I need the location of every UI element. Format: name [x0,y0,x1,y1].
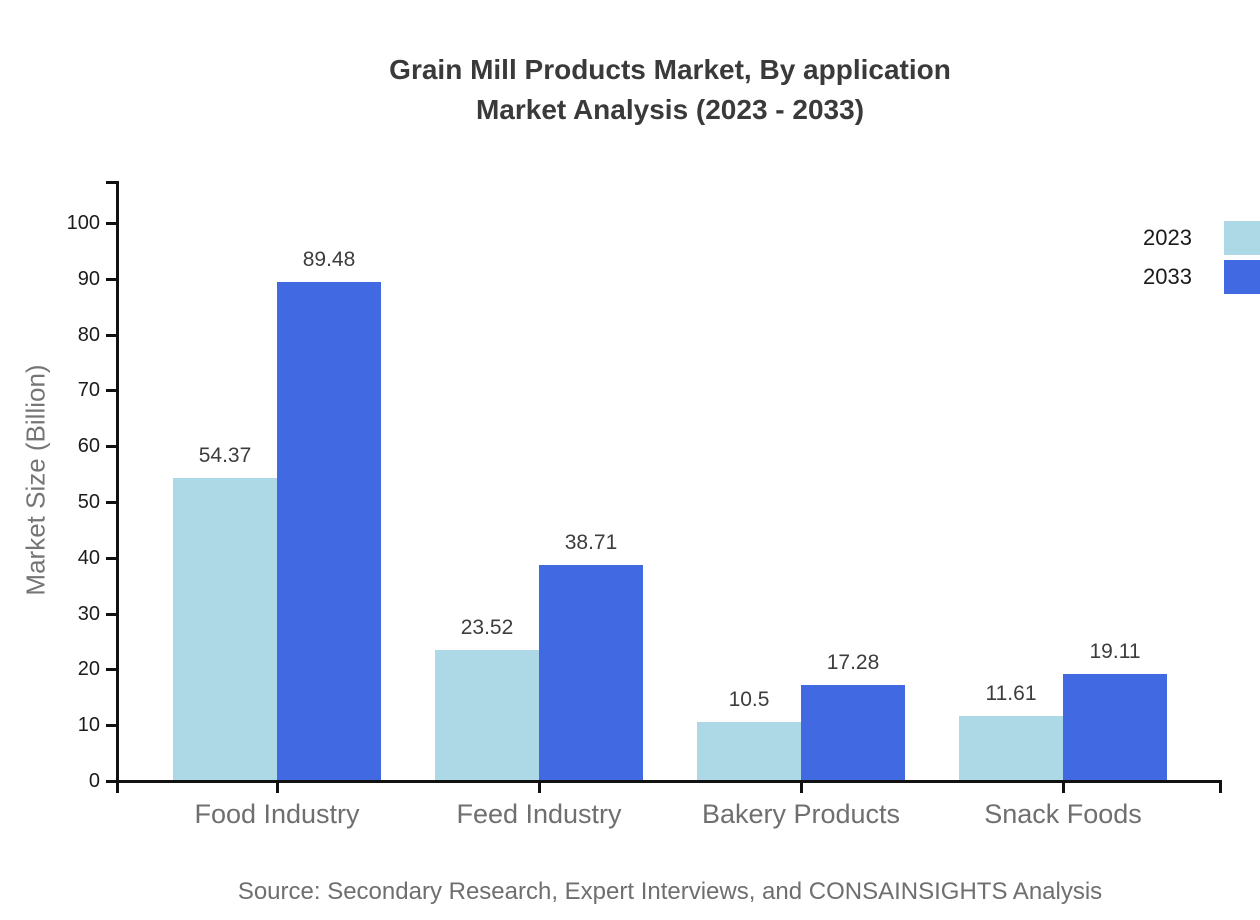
category-label-bakery-products: Bakery Products [701,799,901,829]
x-tick-food-industry [276,783,279,793]
y-tick-50 [106,501,116,504]
x-axis-line [116,780,1222,783]
chart-title-line2: Market Analysis (2023 - 2033) [475,94,865,125]
x-axis-startcap [116,783,119,793]
legend-swatch-2033 [1224,260,1260,294]
legend-label-2033: 2033 [1143,264,1192,289]
bar-2023-feed-industry [435,649,539,781]
y-tick-label-30: 30 [77,602,100,625]
y-tick-80 [106,333,116,337]
legend: 2023 2033 [1143,221,1260,294]
bar-2023-bakery-products [697,722,801,781]
bar-2033-snack-foods [1063,674,1167,781]
legend-item-2023: 2023 [1143,221,1260,255]
y-tick-label-0: 0 [88,770,100,792]
category-label-feed-industry: Feed Industry [456,799,622,829]
y-tick-label-70: 70 [77,379,100,402]
legend-item-2033: 2033 [1143,260,1260,294]
value-label-2033-feed-industry: 38.71 [564,530,618,554]
y-tick-label-50: 50 [77,491,100,513]
value-label-2023-feed-industry: 23.52 [460,615,514,639]
y-tick-label-100: 100 [66,212,100,234]
y-tick-10 [106,724,116,728]
category-label-food-industry: Food Industry [194,799,360,829]
value-label-2023-snack-foods: 11.61 [985,682,1037,706]
bar-2023-snack-foods [959,716,1063,781]
value-label-2033-snack-foods: 19.11 [1089,640,1141,664]
category-label-snack-foods: Snack Foods [984,799,1142,829]
bar-2033-bakery-products [801,684,905,781]
bar-2033-food-industry [277,281,381,781]
y-tick-40 [106,556,116,560]
x-tick-snack-foods [1062,783,1065,793]
value-label-2023-food-industry: 54.37 [198,443,252,467]
y-tick-label-20: 20 [77,658,100,681]
source-line: Source: Secondary Research, Expert Inter… [237,878,1103,905]
y-tick-70 [106,389,116,393]
y-tick-label-40: 40 [77,546,100,569]
value-label-2033-food-industry: 89.48 [302,247,356,271]
value-label-2033-bakery-products: 17.28 [826,650,880,674]
legend-swatch-2023 [1224,221,1260,255]
x-tick-bakery-products [800,783,803,793]
y-tick-label-80: 80 [77,323,100,346]
bar-2023-food-industry [173,477,277,781]
y-tick-label-90: 90 [77,267,100,290]
y-axis-line [116,181,119,783]
y-tick-90 [106,277,116,281]
chart-title-line1: Grain Mill Products Market, By applicati… [389,54,951,85]
bar-2033-feed-industry [539,564,643,781]
x-axis-endcap [1219,783,1222,793]
y-tick-30 [106,612,116,616]
chart-title: Grain Mill Products Market, By applicati… [389,50,951,130]
y-axis-endcap [106,181,116,184]
y-tick-100 [106,222,116,225]
value-label-2023-bakery-products: 10.5 [728,688,770,712]
y-tick-label-10: 10 [77,714,100,737]
y-tick-60 [106,445,116,449]
y-tick-20 [106,668,116,672]
y-tick-label-60: 60 [77,435,100,458]
legend-label-2023: 2023 [1143,225,1192,250]
y-tick-0 [106,780,116,783]
x-tick-feed-industry [538,783,541,793]
